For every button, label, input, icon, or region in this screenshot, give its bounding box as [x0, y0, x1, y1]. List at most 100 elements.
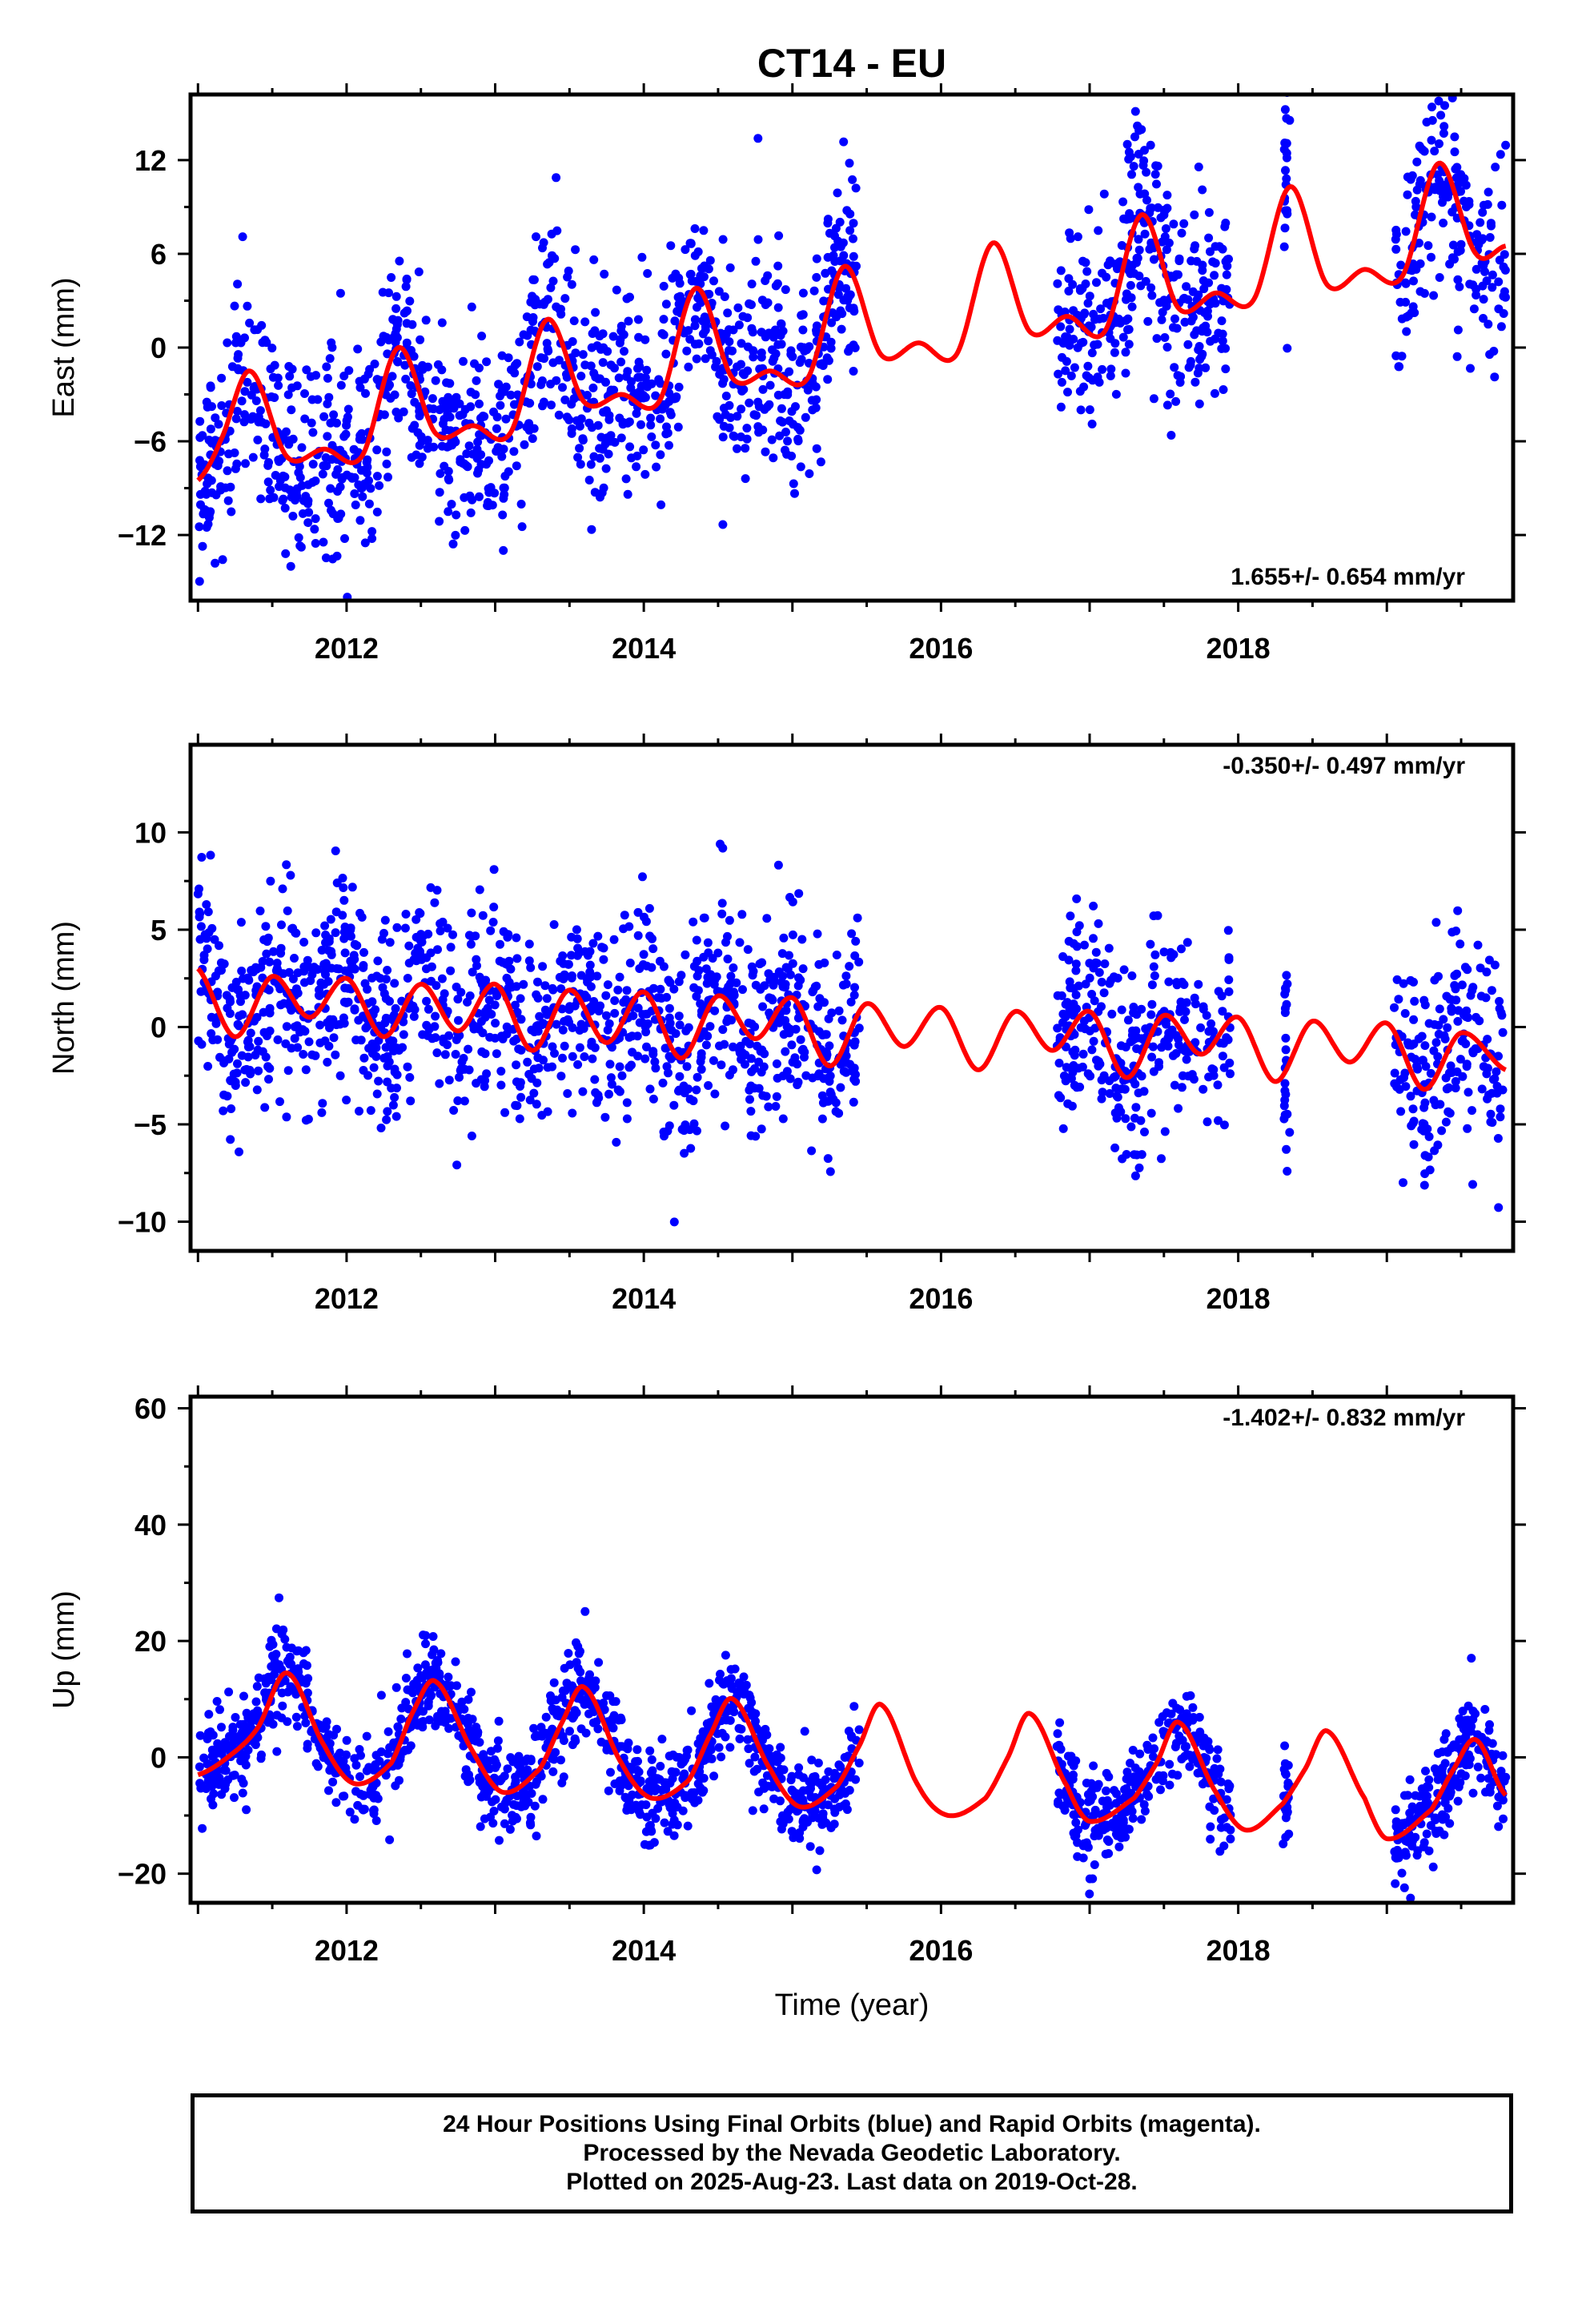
observation-point: [459, 356, 468, 366]
observation-point: [603, 347, 612, 356]
observation-point: [324, 1041, 334, 1051]
observation-point: [1072, 927, 1082, 937]
observation-point: [1282, 971, 1291, 980]
observation-point: [1123, 325, 1132, 335]
observation-point: [590, 326, 600, 336]
observation-point: [1465, 279, 1475, 289]
observation-point: [1118, 1154, 1127, 1164]
observation-point: [578, 1087, 588, 1096]
observation-point: [1430, 975, 1439, 985]
observation-point: [660, 1818, 669, 1827]
observation-point: [399, 407, 408, 416]
observation-point: [1127, 971, 1137, 980]
observation-point: [382, 447, 391, 456]
observation-point: [332, 551, 342, 561]
observation-point: [573, 452, 583, 462]
observation-point: [1094, 226, 1103, 235]
observation-point: [424, 1004, 433, 1014]
observation-point: [560, 395, 570, 404]
observation-point: [276, 943, 286, 953]
observation-point: [1146, 241, 1156, 251]
observation-point: [650, 1057, 660, 1067]
observation-point: [1180, 1047, 1190, 1055]
observation-point: [529, 1088, 539, 1098]
observation-point: [472, 1723, 481, 1732]
observation-point: [1111, 389, 1121, 399]
observation-point: [833, 236, 843, 246]
observation-point: [1174, 1040, 1183, 1050]
observation-point: [1468, 983, 1478, 992]
observation-point: [299, 1659, 308, 1668]
observation-point: [335, 1071, 345, 1080]
observation-point: [280, 483, 290, 493]
observation-point: [1182, 1742, 1191, 1751]
observation-point: [1140, 1128, 1149, 1136]
observation-point: [665, 1003, 674, 1013]
observation-point: [1191, 377, 1200, 387]
observation-point: [841, 979, 851, 989]
observation-point: [555, 972, 564, 982]
observation-point: [532, 990, 541, 999]
observation-point: [506, 1753, 516, 1763]
observation-point: [1456, 939, 1465, 949]
observation-point: [338, 874, 347, 883]
observation-point: [794, 1763, 804, 1772]
observation-point: [464, 1044, 473, 1054]
observation-point: [1098, 1088, 1107, 1097]
observation-point: [817, 1114, 827, 1124]
observation-point: [854, 957, 864, 967]
observation-point: [286, 1682, 295, 1691]
observation-point: [455, 1072, 464, 1082]
observation-point: [214, 420, 223, 429]
observation-point: [292, 1722, 302, 1731]
observation-point: [1464, 1088, 1473, 1097]
observation-point: [327, 343, 337, 352]
observation-point: [268, 1651, 277, 1661]
observation-point: [240, 410, 249, 420]
observation-point: [1445, 1819, 1455, 1828]
observation-point: [693, 971, 702, 981]
observation-point: [803, 385, 813, 395]
observation-point: [1500, 287, 1509, 296]
x-tick-label: 2016: [909, 1282, 973, 1315]
observation-point: [787, 1040, 797, 1050]
observation-point: [598, 329, 608, 339]
observation-point: [1137, 1815, 1146, 1824]
observation-point: [1394, 362, 1403, 372]
observation-point: [367, 1039, 377, 1048]
observation-point: [272, 1711, 282, 1720]
observation-point: [1392, 1845, 1402, 1855]
observation-point: [390, 979, 400, 988]
observation-point: [704, 1081, 713, 1090]
observation-point: [813, 929, 822, 939]
observation-point: [619, 924, 628, 934]
observation-point: [1166, 1709, 1176, 1719]
observation-point: [296, 542, 306, 552]
observation-point: [392, 923, 402, 932]
observation-point: [656, 379, 665, 388]
observation-point: [1461, 180, 1471, 190]
observation-point: [1483, 1063, 1492, 1073]
observation-point: [700, 261, 709, 271]
observation-point: [1417, 1031, 1427, 1041]
observation-point: [745, 1693, 755, 1703]
observation-point: [725, 400, 734, 410]
observation-point: [523, 331, 532, 340]
observation-point: [1122, 1784, 1131, 1793]
observation-point: [721, 1732, 730, 1742]
observation-point: [1485, 350, 1495, 360]
observation-point: [825, 1088, 835, 1097]
observation-point: [532, 1777, 541, 1787]
observation-point: [552, 1019, 561, 1029]
observation-point: [476, 1075, 486, 1084]
observation-point: [1496, 1104, 1505, 1114]
observation-point: [762, 914, 772, 923]
observation-point: [308, 460, 318, 469]
observation-point: [1439, 129, 1448, 138]
observation-point: [668, 1774, 677, 1783]
observation-point: [652, 462, 661, 472]
observation-point: [562, 369, 571, 379]
observation-point: [204, 1710, 214, 1719]
observation-point: [582, 992, 592, 1002]
observation-point: [213, 1739, 223, 1748]
